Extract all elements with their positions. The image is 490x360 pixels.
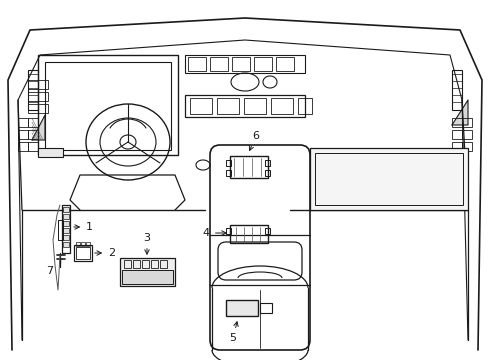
Bar bbox=[230, 225, 268, 243]
Bar bbox=[452, 130, 462, 139]
Polygon shape bbox=[32, 115, 45, 140]
Bar bbox=[462, 142, 472, 151]
Bar bbox=[265, 170, 270, 176]
Bar bbox=[226, 228, 231, 234]
Bar bbox=[38, 104, 48, 113]
Bar bbox=[86, 242, 90, 246]
Bar bbox=[28, 70, 38, 110]
Bar bbox=[244, 98, 266, 114]
Bar bbox=[120, 258, 175, 286]
Bar bbox=[265, 228, 270, 234]
Bar bbox=[28, 92, 38, 101]
Bar bbox=[74, 245, 92, 261]
Text: 5: 5 bbox=[229, 322, 238, 343]
Bar bbox=[462, 130, 472, 139]
Bar bbox=[38, 92, 48, 101]
Bar bbox=[81, 242, 85, 246]
Bar bbox=[226, 160, 231, 166]
Text: 7: 7 bbox=[47, 266, 53, 276]
Text: 3: 3 bbox=[144, 233, 150, 254]
Bar bbox=[232, 57, 250, 71]
Bar bbox=[63, 242, 69, 247]
Bar bbox=[310, 148, 468, 210]
Bar bbox=[452, 70, 462, 110]
Bar bbox=[188, 57, 206, 71]
Bar bbox=[62, 205, 70, 253]
Bar bbox=[38, 55, 178, 155]
Text: 4: 4 bbox=[203, 228, 226, 238]
Bar bbox=[210, 57, 228, 71]
Bar bbox=[462, 118, 472, 127]
Bar bbox=[28, 80, 38, 89]
Bar bbox=[28, 104, 38, 113]
Bar bbox=[217, 98, 239, 114]
Bar bbox=[122, 270, 173, 284]
Bar bbox=[63, 235, 69, 240]
Text: 6: 6 bbox=[249, 131, 260, 150]
Bar bbox=[185, 95, 305, 117]
Bar bbox=[63, 228, 69, 233]
Text: 1: 1 bbox=[74, 222, 93, 232]
Bar bbox=[38, 80, 48, 89]
Bar bbox=[124, 260, 131, 268]
Bar bbox=[276, 57, 294, 71]
Bar bbox=[28, 130, 38, 139]
Bar bbox=[190, 98, 212, 114]
Bar bbox=[76, 247, 90, 259]
Bar bbox=[452, 118, 462, 127]
Bar bbox=[230, 156, 268, 178]
Text: 2: 2 bbox=[95, 248, 115, 258]
Bar bbox=[226, 170, 231, 176]
Bar bbox=[260, 303, 272, 313]
Bar bbox=[63, 207, 69, 212]
Bar bbox=[298, 98, 312, 114]
Bar bbox=[142, 260, 149, 268]
Bar bbox=[58, 220, 63, 240]
Bar bbox=[63, 221, 69, 226]
Bar bbox=[28, 142, 38, 151]
Bar bbox=[28, 118, 38, 127]
Bar bbox=[452, 142, 462, 151]
Bar bbox=[160, 260, 167, 268]
Bar bbox=[133, 260, 140, 268]
Bar bbox=[151, 260, 158, 268]
Bar bbox=[76, 242, 80, 246]
Bar bbox=[18, 130, 28, 139]
Bar bbox=[18, 118, 28, 127]
Bar bbox=[315, 153, 463, 205]
Bar bbox=[265, 160, 270, 166]
Bar bbox=[18, 142, 28, 151]
Bar bbox=[254, 57, 272, 71]
Bar bbox=[185, 55, 305, 73]
Polygon shape bbox=[452, 100, 468, 125]
Bar bbox=[45, 62, 171, 150]
Bar bbox=[63, 214, 69, 219]
Bar bbox=[226, 300, 258, 316]
Bar bbox=[271, 98, 293, 114]
Bar bbox=[38, 148, 63, 157]
